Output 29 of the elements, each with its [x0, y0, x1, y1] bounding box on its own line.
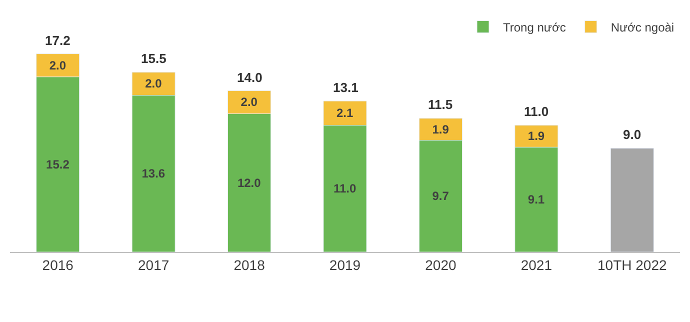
x-tick-label: 10TH 2022 — [598, 256, 667, 273]
total-label: 11.0 — [524, 104, 549, 119]
data-label: 2.0 — [49, 58, 66, 72]
x-tick-label: 2018 — [234, 256, 266, 273]
total-label: 15.5 — [141, 51, 166, 66]
total-label: 13.1 — [333, 80, 358, 95]
data-label: 12.0 — [237, 176, 262, 190]
data-label: 15.2 — [46, 157, 70, 172]
data-label: 13.6 — [142, 166, 166, 181]
x-tick-label: 2016 — [42, 256, 74, 273]
data-label: 11.0 — [333, 182, 357, 196]
data-label: 9.7 — [432, 189, 450, 204]
total-label: 14.0 — [237, 70, 262, 85]
x-tick-label: 2017 — [138, 256, 170, 273]
total-label: 17.2 — [45, 33, 70, 48]
x-tick-label: 2021 — [520, 256, 552, 273]
data-label: 1.9 — [528, 129, 545, 144]
data-label: 2.0 — [240, 95, 258, 110]
data-label: 2.1 — [336, 106, 354, 120]
total-label: 9.0 — [623, 127, 642, 142]
legend-label: Nước ngoài — [610, 20, 674, 34]
x-tick-label: 2019 — [329, 256, 361, 273]
x-tick-label: 2020 — [425, 256, 456, 273]
data-label: 1.9 — [432, 122, 450, 136]
data-label: 9.1 — [528, 192, 545, 207]
legend-label: Trong nước — [503, 20, 566, 34]
bar — [610, 148, 654, 252]
data-label: 2.0 — [145, 76, 162, 91]
total-label: 11.5 — [428, 97, 453, 112]
